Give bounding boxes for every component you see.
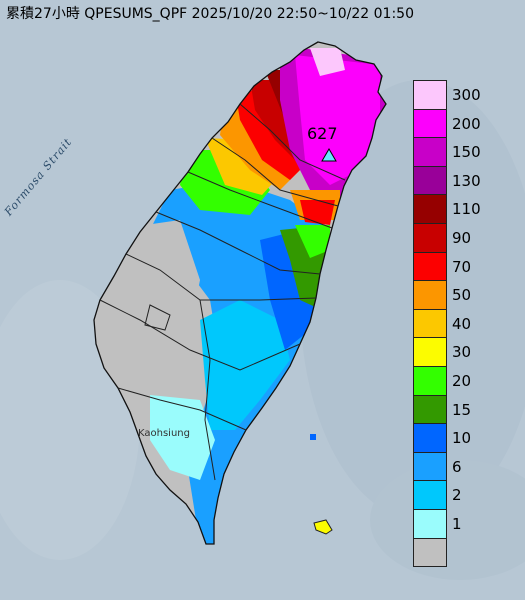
legend-swatch [413,394,447,425]
legend-label: 90 [452,229,472,247]
legend-label: 50 [452,286,472,305]
legend-label: 300 [452,86,481,104]
legend-swatch [413,537,447,568]
city-label-kaohsiung: Kaohsiung [138,428,190,439]
legend-label: 2 [452,486,462,505]
legend-label: 1 [452,515,462,533]
legend-swatch [413,509,447,539]
legend-swatch [413,451,447,482]
legend-swatch [413,137,447,167]
legend-swatch [413,308,447,339]
green-island [310,434,316,440]
rainfall-zones [100,45,386,544]
legend-swatch [413,80,447,110]
legend-swatch [413,280,447,310]
legend-swatch [413,480,447,510]
legend-swatch [413,251,447,282]
county-boundaries [93,41,387,545]
page-title: 累積27小時 QPESUMS_QPF 2025/10/20 22:50~10/2… [6,6,414,22]
legend-swatch [413,194,447,224]
peak-value-label: 627 [307,124,338,143]
legend-label: 20 [452,372,472,390]
legend-swatch [413,337,447,367]
legend-label: 130 [452,171,481,190]
legend-label: 150 [452,143,481,162]
legend-label: 40 [452,314,472,333]
orchid-island [313,519,333,535]
legend-swatch [413,366,447,396]
legend-label: 200 [452,114,481,133]
legend-label: 10 [452,429,472,448]
legend-swatch [413,223,447,253]
legend-label: 6 [452,457,462,476]
legend-swatch [413,108,447,139]
peak-marker-icon [321,148,337,162]
legend-label: 30 [452,343,472,362]
legend-label: 110 [452,200,481,219]
legend-label: 70 [452,257,472,276]
legend-label: 15 [452,400,472,419]
legend-swatch [413,165,447,196]
legend-swatch [413,423,447,453]
